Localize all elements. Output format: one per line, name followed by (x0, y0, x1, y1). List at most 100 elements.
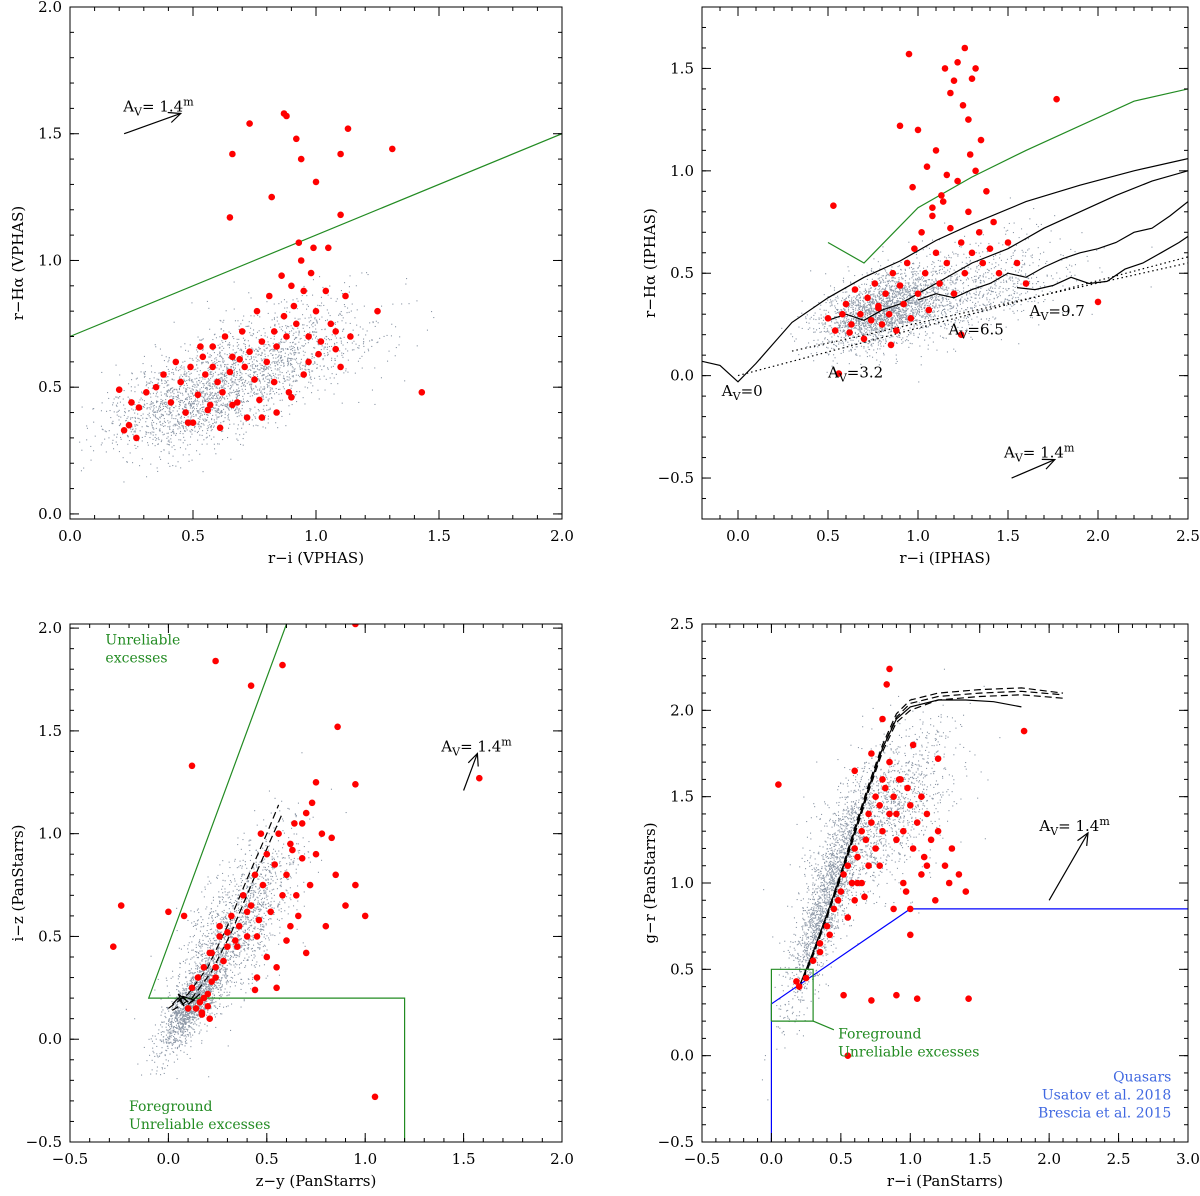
background-star (286, 361, 288, 363)
data-point (204, 406, 212, 414)
background-star (261, 360, 263, 362)
background-star (272, 357, 274, 359)
background-star (213, 401, 215, 403)
background-star (287, 363, 289, 365)
background-star (137, 417, 139, 419)
background-star (164, 411, 166, 413)
background-star (176, 399, 178, 401)
background-star (273, 338, 275, 340)
background-star (230, 387, 232, 389)
background-star (885, 302, 887, 304)
background-star (83, 467, 85, 469)
background-star (298, 332, 300, 334)
background-star (247, 325, 249, 327)
background-star (880, 315, 882, 317)
background-star (899, 327, 901, 329)
background-star (182, 433, 184, 435)
background-star (898, 306, 900, 308)
background-star (915, 288, 917, 290)
background-star (884, 328, 886, 330)
background-star (159, 372, 161, 374)
background-star (198, 426, 200, 428)
background-star (861, 322, 863, 324)
background-star (934, 295, 936, 297)
background-star (166, 382, 168, 384)
background-star (264, 392, 266, 394)
background-star (209, 391, 211, 393)
background-star (232, 399, 234, 401)
background-star (879, 340, 881, 342)
background-star (967, 316, 969, 318)
background-star (394, 355, 396, 357)
background-star (898, 300, 900, 302)
background-star (185, 407, 187, 409)
background-star (166, 437, 168, 439)
background-star (311, 357, 313, 359)
background-star (290, 362, 292, 364)
background-star (326, 309, 328, 311)
background-star (846, 316, 848, 318)
background-star (236, 389, 238, 391)
background-star (904, 268, 906, 270)
background-star (222, 360, 224, 362)
background-star (875, 287, 877, 289)
background-star (843, 277, 845, 279)
background-star (258, 346, 260, 348)
background-star (208, 366, 210, 368)
background-star (110, 417, 112, 419)
background-star (845, 288, 847, 290)
background-star (226, 377, 228, 379)
background-star (207, 361, 209, 363)
background-star (249, 373, 251, 375)
background-star (905, 317, 907, 319)
background-star (856, 334, 858, 336)
background-star (149, 417, 151, 419)
background-star (216, 416, 218, 418)
background-star (159, 417, 161, 419)
background-star (219, 354, 221, 356)
background-star (860, 292, 862, 294)
background-star (888, 331, 890, 333)
background-star (322, 359, 324, 361)
background-star (895, 281, 897, 283)
background-star (209, 369, 211, 371)
background-star (1004, 300, 1006, 302)
background-star (936, 292, 938, 294)
background-star (194, 384, 196, 386)
background-star (363, 345, 365, 347)
background-star (884, 319, 886, 321)
background-star (172, 465, 174, 467)
background-star (242, 395, 244, 397)
background-star (334, 335, 336, 337)
background-star (911, 308, 913, 310)
background-star (211, 419, 213, 421)
background-star (220, 364, 222, 366)
background-star (224, 387, 226, 389)
background-star (222, 404, 224, 406)
background-star (270, 377, 272, 379)
background-star (949, 293, 951, 295)
background-star (857, 303, 859, 305)
background-star (179, 376, 181, 378)
background-star (153, 411, 155, 413)
background-star (876, 301, 878, 303)
background-star (249, 359, 251, 361)
background-star (180, 378, 182, 380)
background-star (243, 315, 245, 317)
background-star (222, 397, 224, 399)
data-point (266, 292, 273, 300)
background-star (940, 251, 942, 253)
background-star (153, 421, 155, 423)
background-star (914, 316, 916, 318)
background-star (897, 307, 899, 309)
background-star (915, 302, 917, 304)
background-star (204, 387, 206, 389)
background-star (190, 372, 192, 374)
background-star (289, 383, 291, 385)
background-star (321, 302, 323, 304)
background-star (295, 352, 297, 354)
background-star (913, 326, 915, 328)
background-star (269, 407, 271, 409)
background-star (943, 271, 945, 273)
background-star (844, 323, 846, 325)
